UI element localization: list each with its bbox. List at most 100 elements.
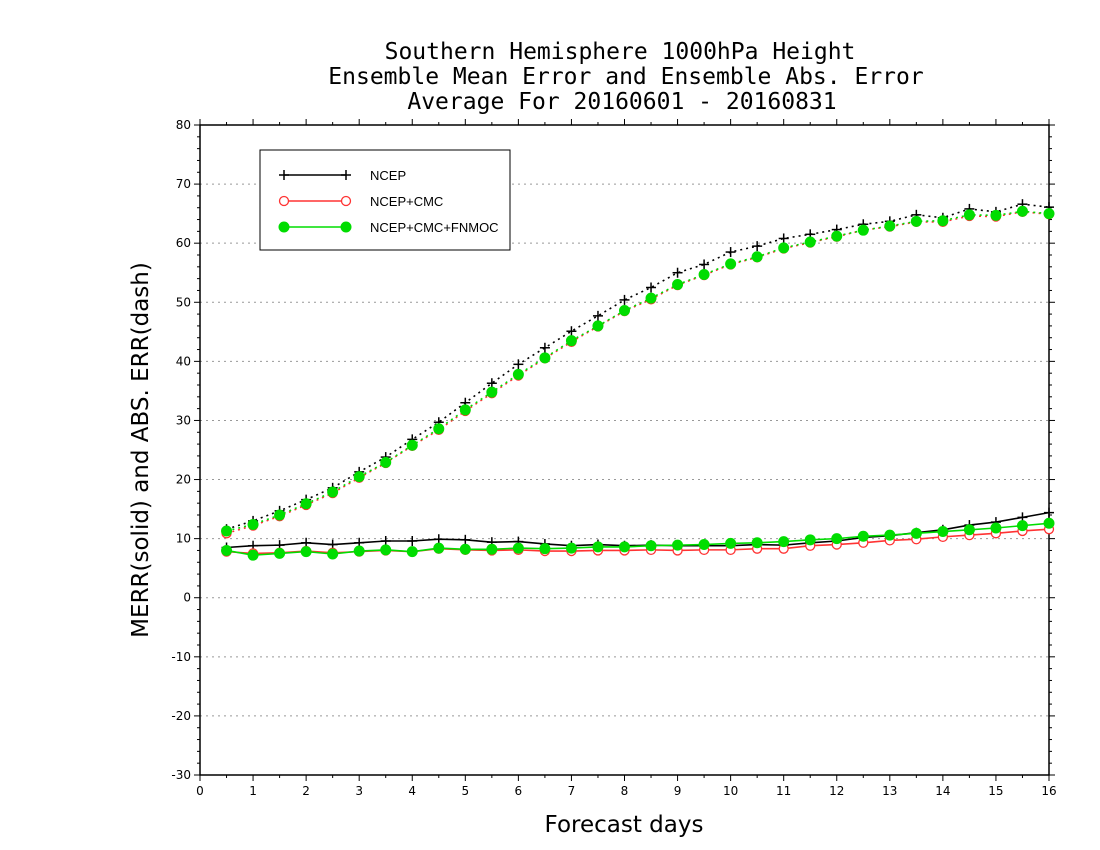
data-point-abs-err-ncep-cmc-fnmoc: [512, 368, 524, 380]
x-tick-label-7: 7: [568, 784, 576, 798]
data-point-abs-err-ncep-cmc-fnmoc: [459, 404, 471, 416]
legend-marker-right: [341, 170, 351, 180]
y-tick-label-11: 80: [176, 118, 191, 132]
data-point-abs-err-ncep-cmc-fnmoc: [751, 251, 763, 263]
data-point-merr-ncep-cmc-fnmoc: [247, 549, 259, 561]
x-tick-label-15: 15: [988, 784, 1003, 798]
data-point-merr-ncep-cmc-fnmoc: [406, 546, 418, 558]
y-tick-label-3: 0: [183, 591, 191, 605]
y-tick-label-1: -20: [171, 709, 191, 723]
data-point-merr-ncep-cmc-fnmoc: [672, 539, 684, 551]
legend: NCEP NCEP+CMC NCEP+CMC+FNMOC: [259, 149, 511, 251]
data-point-merr-ncep: [1044, 507, 1054, 518]
data-point-merr-ncep-cmc-fnmoc: [725, 537, 737, 549]
data-point-abs-err-ncep: [752, 241, 763, 252]
data-point-abs-err-ncep-cmc-fnmoc: [884, 220, 896, 232]
data-point-abs-err-ncep-cmc-fnmoc: [990, 209, 1002, 221]
data-point-abs-err-ncep-cmc-fnmoc: [619, 305, 630, 317]
data-point-abs-err-ncep-cmc-fnmoc: [778, 242, 790, 254]
x-tick-label-16: 16: [1041, 784, 1056, 798]
data-point-abs-err-ncep-cmc-fnmoc: [645, 292, 657, 304]
legend-item-ncep-cmc-fnmoc: NCEP+CMC+FNMOC: [278, 220, 499, 235]
plot-frame: [199, 124, 1050, 776]
data-point-abs-err-ncep: [513, 359, 524, 370]
y-tick-label-6: 30: [176, 413, 191, 427]
legend-marker-left: [278, 221, 290, 233]
data-point-abs-err-ncep: [672, 267, 683, 278]
data-point-abs-err-ncep: [725, 247, 736, 258]
title-line-2: Ensemble Mean Error and Ensemble Abs. Er…: [328, 64, 923, 90]
data-point-merr-ncep-cmc-fnmoc: [1043, 517, 1055, 529]
data-point-abs-err-ncep: [778, 233, 789, 244]
data-point-merr-ncep: [433, 534, 444, 545]
data-point-merr-ncep-cmc-fnmoc: [353, 545, 365, 557]
y-tick-label-7: 40: [176, 354, 191, 368]
series-ncep: [221, 199, 1054, 553]
gridlines: [200, 183, 1049, 717]
y-tick-label-5: 20: [176, 473, 191, 487]
x-tick-label-0: 0: [196, 784, 204, 798]
data-point-abs-err-ncep: [646, 282, 657, 293]
data-point-merr-ncep-cmc-fnmoc: [937, 526, 949, 538]
data-point-abs-err-ncep-cmc-fnmoc: [831, 230, 843, 242]
data-point-abs-err-ncep: [592, 310, 603, 321]
data-point-merr-ncep-cmc-fnmoc: [990, 522, 1002, 534]
x-tick-label-2: 2: [302, 784, 310, 798]
title-line-3: Average For 20160601 - 20160831: [407, 89, 836, 115]
data-point-merr-ncep-cmc-fnmoc: [804, 534, 816, 546]
data-point-merr-ncep-cmc-fnmoc: [512, 542, 524, 554]
data-point-merr-ncep-cmc-fnmoc: [300, 546, 312, 558]
data-point-merr-ncep-cmc-fnmoc: [274, 547, 286, 559]
legend-marker-left: [279, 170, 289, 180]
data-point-abs-err-ncep: [486, 378, 497, 389]
legend-item-ncep: NCEP: [279, 168, 406, 183]
data-point-abs-err-ncep-cmc-fnmoc: [804, 236, 816, 248]
chart-title: Southern Hemisphere 1000hPa Height Ensem…: [328, 39, 923, 115]
data-point-abs-err-ncep-cmc-fnmoc: [353, 471, 365, 483]
data-point-abs-err-ncep-cmc-fnmoc: [857, 224, 869, 236]
data-point-abs-err-ncep-cmc-fnmoc: [1016, 205, 1028, 217]
data-point-abs-err-ncep-cmc-fnmoc: [963, 209, 975, 221]
data-point-abs-err-ncep-cmc-fnmoc: [910, 215, 922, 227]
data-point-merr-ncep-cmc-fnmoc: [592, 541, 604, 553]
legend-marker-right: [340, 195, 352, 207]
series-layer: [221, 199, 1055, 561]
data-point-abs-err-ncep-cmc-fnmoc: [274, 509, 286, 521]
data-point-merr-ncep-cmc-fnmoc: [884, 529, 896, 541]
data-point-merr-ncep-cmc-fnmoc: [910, 527, 922, 539]
data-point-merr-ncep-cmc-fnmoc: [486, 543, 498, 555]
x-tick-label-11: 11: [776, 784, 791, 798]
data-point-abs-err-ncep-cmc-fnmoc: [486, 386, 498, 398]
data-point-abs-err-ncep-cmc-fnmoc: [433, 423, 445, 435]
series-line-abs-err-ncep: [226, 203, 1050, 530]
data-point-merr-ncep-cmc-fnmoc: [221, 544, 233, 556]
series-line-merr-ncep: [226, 511, 1050, 549]
x-tick-label-14: 14: [935, 784, 950, 798]
data-point-abs-err-ncep-cmc-fnmoc: [725, 258, 737, 270]
x-tick-label-10: 10: [723, 784, 738, 798]
x-tick-label-12: 12: [829, 784, 844, 798]
data-point-abs-err-ncep-cmc-fnmoc: [327, 486, 339, 498]
title-line-1: Southern Hemisphere 1000hPa Height: [385, 39, 856, 65]
data-point-merr-ncep-cmc-fnmoc: [963, 524, 975, 536]
x-tick-label-13: 13: [882, 784, 897, 798]
x-axis-label: Forecast days: [545, 812, 704, 838]
data-point-abs-err-ncep-cmc-fnmoc: [1043, 208, 1055, 220]
data-point-merr-ncep-cmc-fnmoc: [539, 543, 551, 555]
y-tick-label-4: 10: [176, 532, 191, 546]
legend-marker-right: [340, 221, 352, 233]
x-tick-label-8: 8: [621, 784, 629, 798]
data-point-abs-err-ncep: [566, 326, 577, 337]
y-tick-label-0: -30: [171, 768, 191, 782]
data-point-abs-err-ncep-cmc-fnmoc: [221, 525, 233, 537]
data-point-abs-err-ncep-cmc-fnmoc: [672, 279, 684, 291]
data-point-merr-ncep-cmc-fnmoc: [751, 537, 763, 549]
data-point-merr-ncep-cmc-fnmoc: [645, 540, 657, 552]
data-point-abs-err-ncep: [539, 342, 550, 353]
x-tick-label-9: 9: [674, 784, 682, 798]
data-point-abs-err-ncep-cmc-fnmoc: [539, 352, 551, 364]
y-axis-label: MERR(solid) and ABS. ERR(dash): [128, 262, 154, 638]
data-point-abs-err-ncep: [619, 294, 630, 305]
